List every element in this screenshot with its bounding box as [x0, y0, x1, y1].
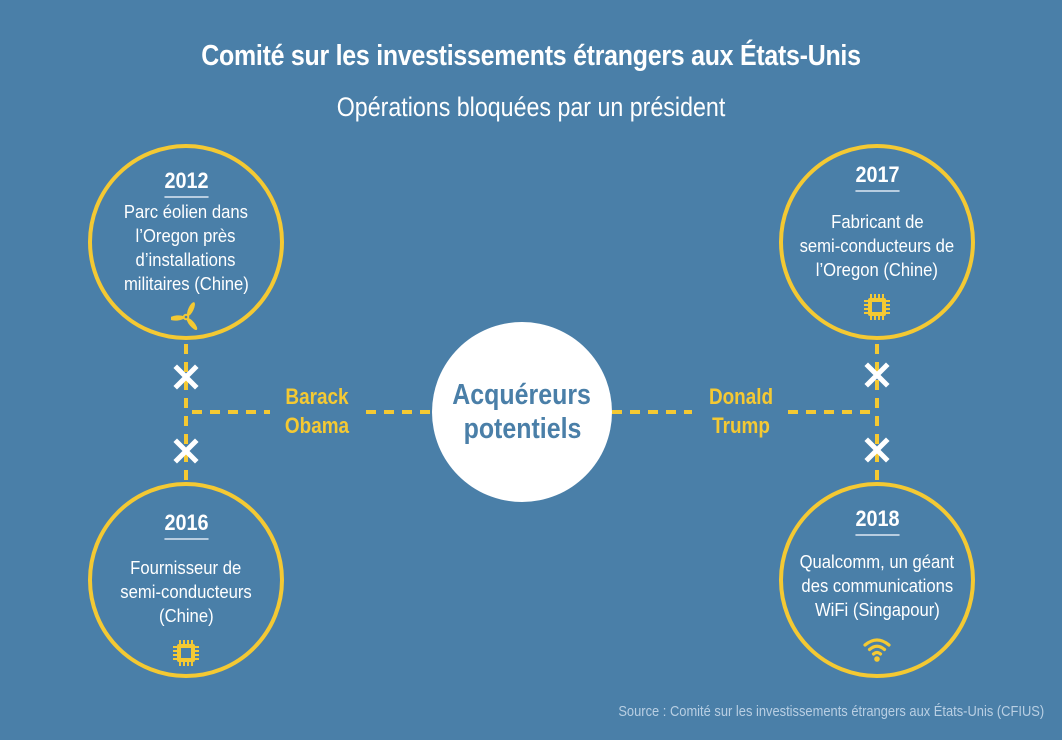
blocked-x-icon: [864, 362, 890, 388]
center-label: potentiels: [463, 413, 581, 445]
wifi-icon: [863, 638, 891, 662]
blocked-x-icon: [173, 438, 199, 464]
center-node-potential-acquirers: Acquéreurs potentiels: [432, 322, 612, 502]
deal-node-2017: 2017 Fabricant de semi-conducteurs de l’…: [779, 144, 975, 340]
page-title: Comité sur les investissements étrangers…: [201, 40, 861, 72]
deal-node-2016: 2016 Fournisseur de semi-conducteurs (Ch…: [88, 482, 284, 678]
deal-year: 2017: [854, 162, 900, 192]
blocked-x-icon: [864, 437, 890, 463]
deal-description-line: semi-conducteurs: [120, 581, 252, 602]
deal-description-line: Fabricant de: [830, 211, 924, 232]
president-first-name: Barack: [285, 384, 349, 409]
microchip-icon: [864, 294, 890, 320]
deal-description-line: Qualcomm, un géant: [799, 551, 955, 572]
deal-description-line: d’installations: [136, 249, 236, 270]
deal-node-2012: 2012 Parc éolien dans l’Oregon près d’in…: [88, 144, 284, 340]
deal-year: 2016: [163, 510, 209, 540]
deal-description-line: (Chine): [158, 605, 214, 626]
president-first-name: Donald: [708, 384, 774, 409]
deal-description-line: l’Oregon près: [136, 225, 236, 246]
source-note: Source : Comité sur les investissements …: [618, 703, 1044, 720]
deal-node-2018: 2018 Qualcomm, un géant des communicatio…: [779, 482, 975, 678]
center-label: Acquéreurs: [452, 379, 592, 411]
president-last-name: Obama: [284, 413, 350, 438]
deal-description-line: Fournisseur de: [130, 557, 242, 578]
deal-year: 2012: [163, 168, 209, 198]
deal-description-line: Parc éolien dans: [123, 201, 249, 222]
deal-description-line: semi-conducteurs de: [799, 235, 955, 256]
microchip-icon: [173, 640, 199, 666]
deal-description-line: WiFi (Singapour): [814, 599, 940, 620]
deal-description-line: l’Oregon (Chine): [815, 259, 939, 280]
deal-description-line: militaires (Chine): [123, 273, 249, 294]
wind-turbine-icon: [171, 302, 198, 330]
deal-description-line: des communications: [801, 575, 953, 596]
page-subtitle: Opérations bloquées par un président: [336, 92, 726, 122]
president-label-trump: Donald Trump: [694, 382, 789, 440]
president-last-name: Trump: [712, 413, 770, 438]
deal-year: 2018: [854, 506, 900, 536]
president-label-obama: Barack Obama: [270, 382, 365, 440]
blocked-x-icon: [173, 364, 199, 390]
